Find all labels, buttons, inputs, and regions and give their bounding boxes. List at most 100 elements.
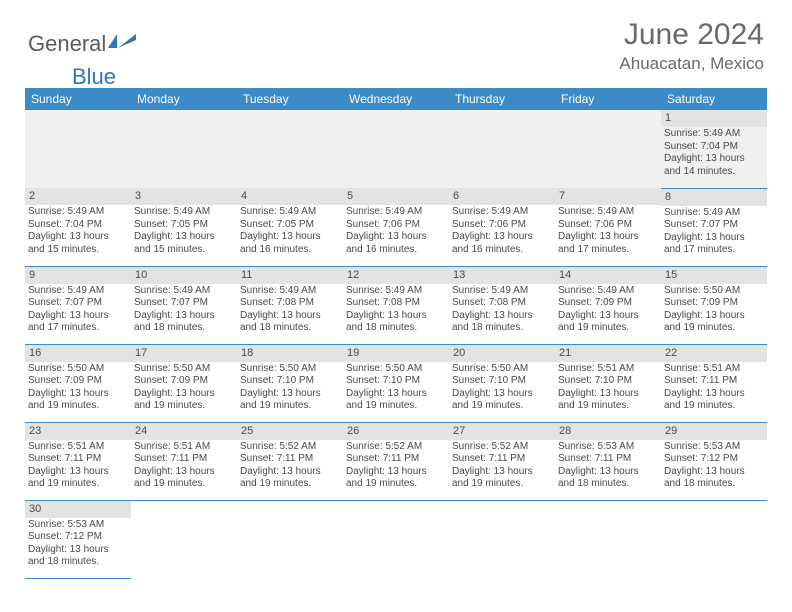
day-number: 7 bbox=[555, 188, 661, 205]
day-details: Sunrise: 5:49 AMSunset: 7:05 PMDaylight:… bbox=[237, 205, 343, 258]
location-subtitle: Ahuacatan, Mexico bbox=[619, 54, 764, 74]
sunrise-line: Sunrise: 5:49 AM bbox=[134, 285, 234, 298]
day-number: 19 bbox=[343, 345, 449, 362]
sunrise-line: Sunrise: 5:51 AM bbox=[664, 363, 764, 376]
daylight-line: Daylight: 13 hours and 17 minutes. bbox=[28, 310, 128, 335]
daylight-line: Daylight: 13 hours and 19 minutes. bbox=[240, 466, 340, 491]
sunrise-line: Sunrise: 5:49 AM bbox=[346, 285, 446, 298]
brand-logo: General bbox=[28, 30, 138, 57]
sunrise-line: Sunrise: 5:51 AM bbox=[134, 441, 234, 454]
calendar-cell bbox=[131, 110, 237, 188]
day-number: 26 bbox=[343, 423, 449, 440]
day-details: Sunrise: 5:51 AMSunset: 7:11 PMDaylight:… bbox=[131, 440, 237, 493]
daylight-line: Daylight: 13 hours and 19 minutes. bbox=[28, 388, 128, 413]
calendar-cell: 2Sunrise: 5:49 AMSunset: 7:04 PMDaylight… bbox=[25, 188, 131, 266]
daylight-line: Daylight: 13 hours and 17 minutes. bbox=[664, 232, 764, 257]
month-title: June 2024 bbox=[619, 18, 764, 52]
sunset-line: Sunset: 7:06 PM bbox=[452, 219, 552, 232]
daylight-line: Daylight: 13 hours and 19 minutes. bbox=[558, 310, 658, 335]
daylight-line: Daylight: 13 hours and 18 minutes. bbox=[558, 466, 658, 491]
weekday-header: Tuesday bbox=[237, 88, 343, 110]
sunset-line: Sunset: 7:06 PM bbox=[346, 219, 446, 232]
calendar-cell: 14Sunrise: 5:49 AMSunset: 7:09 PMDayligh… bbox=[555, 266, 661, 344]
brand-part1: General bbox=[28, 31, 106, 57]
daylight-line: Daylight: 13 hours and 18 minutes. bbox=[28, 544, 128, 569]
sunrise-line: Sunrise: 5:52 AM bbox=[346, 441, 446, 454]
sunset-line: Sunset: 7:10 PM bbox=[452, 375, 552, 388]
day-details: Sunrise: 5:49 AMSunset: 7:07 PMDaylight:… bbox=[131, 284, 237, 337]
sunset-line: Sunset: 7:08 PM bbox=[240, 297, 340, 310]
weekday-header: Thursday bbox=[449, 88, 555, 110]
sunrise-line: Sunrise: 5:49 AM bbox=[558, 206, 658, 219]
daylight-line: Daylight: 13 hours and 18 minutes. bbox=[240, 310, 340, 335]
daylight-line: Daylight: 13 hours and 14 minutes. bbox=[664, 153, 764, 178]
calendar-head: SundayMondayTuesdayWednesdayThursdayFrid… bbox=[25, 88, 767, 110]
weekday-header: Friday bbox=[555, 88, 661, 110]
sunrise-line: Sunrise: 5:53 AM bbox=[558, 441, 658, 454]
day-details: Sunrise: 5:51 AMSunset: 7:11 PMDaylight:… bbox=[661, 362, 767, 415]
day-number: 25 bbox=[237, 423, 343, 440]
sunset-line: Sunset: 7:11 PM bbox=[664, 375, 764, 388]
calendar-table: SundayMondayTuesdayWednesdayThursdayFrid… bbox=[25, 88, 767, 579]
daylight-line: Daylight: 13 hours and 16 minutes. bbox=[240, 231, 340, 256]
sunset-line: Sunset: 7:10 PM bbox=[240, 375, 340, 388]
sunrise-line: Sunrise: 5:52 AM bbox=[240, 441, 340, 454]
sunrise-line: Sunrise: 5:50 AM bbox=[452, 363, 552, 376]
sunrise-line: Sunrise: 5:49 AM bbox=[240, 206, 340, 219]
day-number: 15 bbox=[661, 267, 767, 284]
weekday-header: Sunday bbox=[25, 88, 131, 110]
day-details: Sunrise: 5:49 AMSunset: 7:04 PMDaylight:… bbox=[661, 127, 767, 180]
daylight-line: Daylight: 13 hours and 15 minutes. bbox=[28, 231, 128, 256]
sunset-line: Sunset: 7:07 PM bbox=[28, 297, 128, 310]
calendar-cell: 24Sunrise: 5:51 AMSunset: 7:11 PMDayligh… bbox=[131, 422, 237, 500]
daylight-line: Daylight: 13 hours and 18 minutes. bbox=[664, 466, 764, 491]
calendar-cell: 4Sunrise: 5:49 AMSunset: 7:05 PMDaylight… bbox=[237, 188, 343, 266]
calendar-cell: 27Sunrise: 5:52 AMSunset: 7:11 PMDayligh… bbox=[449, 422, 555, 500]
calendar-cell bbox=[555, 500, 661, 578]
sunset-line: Sunset: 7:11 PM bbox=[134, 453, 234, 466]
sunrise-line: Sunrise: 5:50 AM bbox=[134, 363, 234, 376]
sunset-line: Sunset: 7:08 PM bbox=[346, 297, 446, 310]
day-number: 6 bbox=[449, 188, 555, 205]
day-number: 27 bbox=[449, 423, 555, 440]
sunset-line: Sunset: 7:11 PM bbox=[452, 453, 552, 466]
day-details: Sunrise: 5:49 AMSunset: 7:06 PMDaylight:… bbox=[449, 205, 555, 258]
daylight-line: Daylight: 13 hours and 19 minutes. bbox=[134, 466, 234, 491]
sunset-line: Sunset: 7:04 PM bbox=[28, 219, 128, 232]
sunrise-line: Sunrise: 5:49 AM bbox=[28, 206, 128, 219]
sunset-line: Sunset: 7:06 PM bbox=[558, 219, 658, 232]
day-number: 12 bbox=[343, 267, 449, 284]
day-details: Sunrise: 5:52 AMSunset: 7:11 PMDaylight:… bbox=[237, 440, 343, 493]
sunset-line: Sunset: 7:11 PM bbox=[558, 453, 658, 466]
sunset-line: Sunset: 7:07 PM bbox=[134, 297, 234, 310]
sunrise-line: Sunrise: 5:49 AM bbox=[240, 285, 340, 298]
flag-icon bbox=[108, 30, 138, 57]
sunset-line: Sunset: 7:11 PM bbox=[346, 453, 446, 466]
day-details: Sunrise: 5:49 AMSunset: 7:09 PMDaylight:… bbox=[555, 284, 661, 337]
calendar-cell: 15Sunrise: 5:50 AMSunset: 7:09 PMDayligh… bbox=[661, 266, 767, 344]
day-number: 11 bbox=[237, 267, 343, 284]
sunrise-line: Sunrise: 5:50 AM bbox=[28, 363, 128, 376]
day-details: Sunrise: 5:49 AMSunset: 7:08 PMDaylight:… bbox=[343, 284, 449, 337]
sunset-line: Sunset: 7:05 PM bbox=[240, 219, 340, 232]
calendar-cell: 23Sunrise: 5:51 AMSunset: 7:11 PMDayligh… bbox=[25, 422, 131, 500]
brand-part2: Blue bbox=[72, 64, 116, 90]
calendar-cell: 17Sunrise: 5:50 AMSunset: 7:09 PMDayligh… bbox=[131, 344, 237, 422]
daylight-line: Daylight: 13 hours and 19 minutes. bbox=[452, 466, 552, 491]
calendar-cell bbox=[343, 110, 449, 188]
day-details: Sunrise: 5:49 AMSunset: 7:04 PMDaylight:… bbox=[25, 205, 131, 258]
day-number: 9 bbox=[25, 267, 131, 284]
calendar-cell: 26Sunrise: 5:52 AMSunset: 7:11 PMDayligh… bbox=[343, 422, 449, 500]
calendar-cell: 3Sunrise: 5:49 AMSunset: 7:05 PMDaylight… bbox=[131, 188, 237, 266]
sunrise-line: Sunrise: 5:49 AM bbox=[28, 285, 128, 298]
day-details: Sunrise: 5:52 AMSunset: 7:11 PMDaylight:… bbox=[449, 440, 555, 493]
day-details: Sunrise: 5:49 AMSunset: 7:06 PMDaylight:… bbox=[343, 205, 449, 258]
day-details: Sunrise: 5:49 AMSunset: 7:05 PMDaylight:… bbox=[131, 205, 237, 258]
day-number: 23 bbox=[25, 423, 131, 440]
day-details: Sunrise: 5:53 AMSunset: 7:11 PMDaylight:… bbox=[555, 440, 661, 493]
calendar-cell: 7Sunrise: 5:49 AMSunset: 7:06 PMDaylight… bbox=[555, 188, 661, 266]
day-number: 24 bbox=[131, 423, 237, 440]
calendar-cell: 6Sunrise: 5:49 AMSunset: 7:06 PMDaylight… bbox=[449, 188, 555, 266]
calendar-cell: 19Sunrise: 5:50 AMSunset: 7:10 PMDayligh… bbox=[343, 344, 449, 422]
day-number: 28 bbox=[555, 423, 661, 440]
